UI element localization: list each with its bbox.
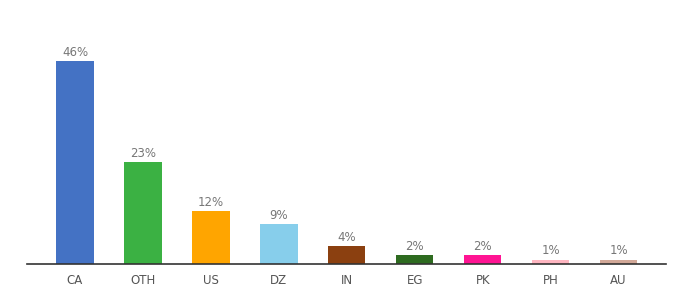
Bar [124, 162, 162, 264]
Bar [328, 246, 365, 264]
Text: 2%: 2% [473, 240, 492, 253]
Text: 4%: 4% [337, 231, 356, 244]
Bar [192, 211, 230, 264]
Bar [56, 61, 94, 264]
Bar [464, 255, 501, 264]
Text: 1%: 1% [609, 244, 628, 257]
Bar [532, 260, 569, 264]
Bar [600, 260, 637, 264]
Text: 46%: 46% [62, 46, 88, 59]
Bar [260, 224, 298, 264]
Text: 23%: 23% [130, 147, 156, 160]
Bar [396, 255, 433, 264]
Text: 9%: 9% [269, 209, 288, 222]
Text: 2%: 2% [405, 240, 424, 253]
Text: 12%: 12% [198, 196, 224, 209]
Text: 1%: 1% [541, 244, 560, 257]
